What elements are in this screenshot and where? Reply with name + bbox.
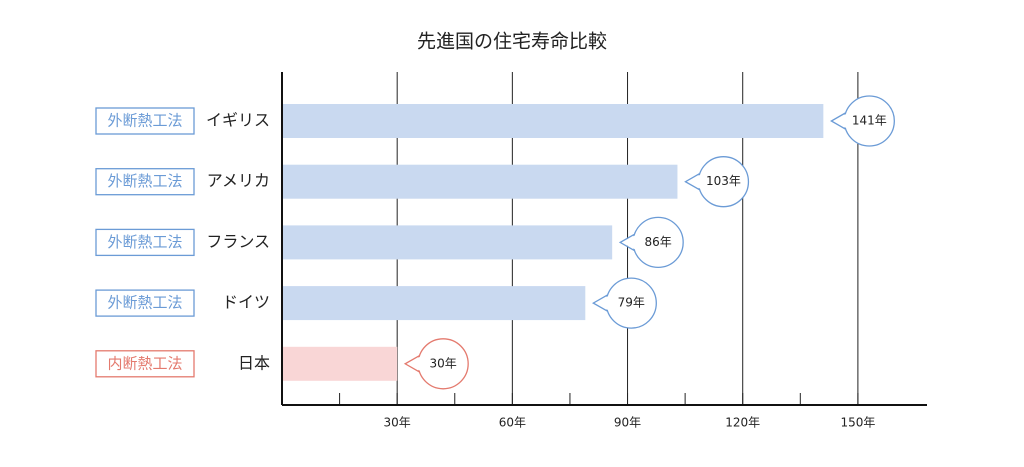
bar: [282, 104, 824, 138]
callout-pointer-edge: [618, 233, 635, 251]
method-tag: [95, 107, 195, 135]
y-tick-label: アメリカ: [207, 171, 270, 190]
bar: [282, 346, 398, 381]
x-tick-label: 150年: [840, 416, 875, 430]
callout-pointer: [685, 174, 701, 189]
value-label: 141年: [852, 114, 887, 128]
method-tag: [95, 228, 195, 257]
y-tick-label: ドイツ: [222, 293, 270, 312]
x-tick-label: 90年: [614, 416, 641, 430]
bar: [282, 286, 586, 321]
x-tick-label: 60年: [499, 416, 526, 430]
y-tick-label: イギリス: [206, 111, 270, 130]
callout-pointer: [831, 114, 847, 128]
method-tag: [95, 350, 195, 378]
y-tick-label: フランス: [206, 232, 270, 251]
bar: [282, 225, 613, 260]
method-label: 外断熱工法: [107, 112, 182, 130]
y-tick-label: 日本: [238, 353, 270, 372]
method-label: 内断熱工法: [107, 354, 182, 372]
method-tag: [95, 289, 195, 317]
callout-pointer-edge: [830, 112, 846, 130]
x-tick-label: 30年: [384, 416, 411, 430]
value-label: 79年: [618, 296, 645, 310]
callout-pointer-edge: [684, 173, 700, 191]
callout-pointer: [593, 296, 609, 311]
callout-pointer-edge: [591, 294, 608, 312]
method-tag: [95, 168, 195, 196]
callout-pointer-edge: [403, 355, 420, 373]
bar: [282, 164, 678, 199]
value-label: 103年: [706, 174, 741, 188]
method-label: 外断熱工法: [107, 172, 182, 190]
callout-pointer: [620, 235, 636, 250]
method-label: 外断熱工法: [107, 233, 182, 251]
method-label: 外断熱工法: [107, 294, 182, 312]
callout-pointer: [405, 356, 421, 371]
value-label: 30年: [430, 356, 457, 370]
value-label: 86年: [645, 235, 672, 249]
chart-title: 先進国の住宅寿命比較: [417, 31, 607, 53]
x-tick-label: 120年: [725, 416, 760, 430]
